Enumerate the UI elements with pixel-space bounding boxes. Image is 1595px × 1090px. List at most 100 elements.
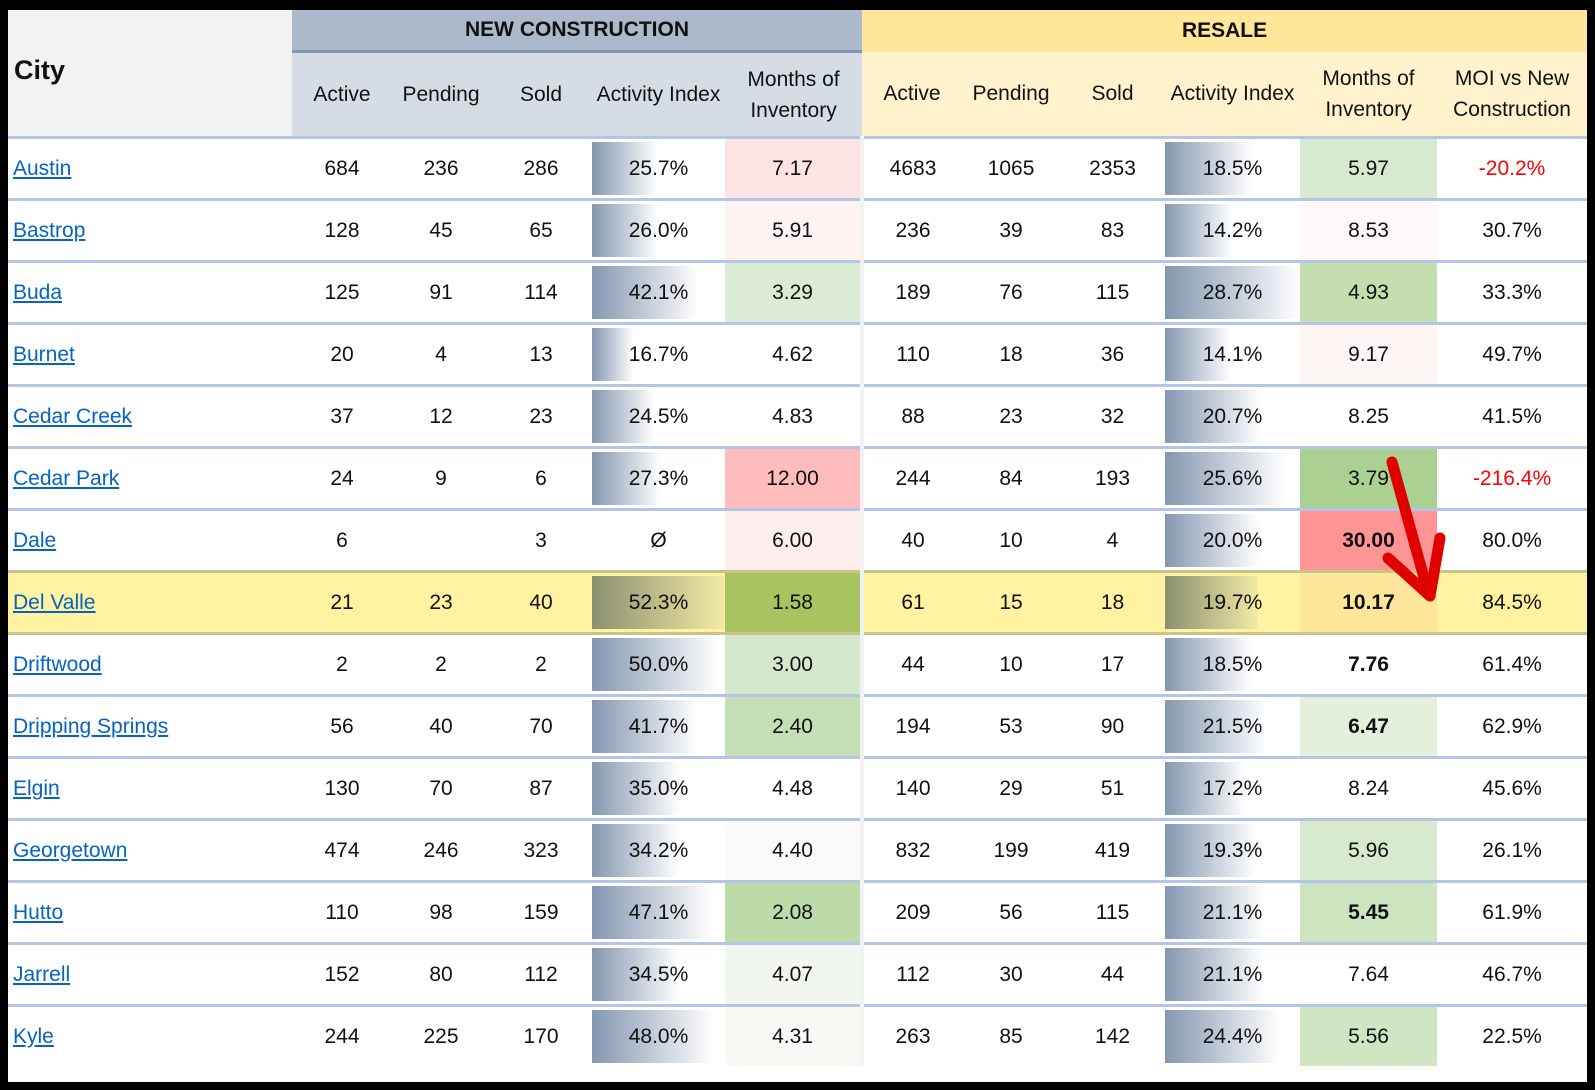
resale-activity-index-cell: 24.4%: [1165, 1004, 1301, 1066]
nc-cell-moi: 6.00: [725, 508, 863, 572]
nc-cell-pending: 40: [392, 694, 490, 758]
city-link[interactable]: Buda: [13, 280, 63, 304]
nc-cell-active: 20: [292, 322, 392, 386]
city-link[interactable]: Elgin: [13, 776, 60, 800]
resale-activity-index: 19.7%: [1202, 590, 1263, 614]
nc-cell-sold: 3: [490, 508, 592, 572]
nc-activity-index: 42.1%: [628, 280, 689, 304]
city-cell: Dripping Springs: [8, 694, 292, 758]
resale-cell-active: 112: [860, 942, 963, 1006]
resale-cell-moi-vs-new: 80.0%: [1437, 508, 1588, 572]
resale-cell-sold: 193: [1060, 446, 1166, 510]
nc-cell-sold: 323: [490, 818, 592, 882]
resale-activity-index-cell: 19.7%: [1165, 570, 1301, 635]
resale-activity-index: 14.2%: [1202, 218, 1263, 242]
resale-cell-sold: 115: [1060, 880, 1166, 944]
nc-cell-sold: 2: [490, 632, 592, 696]
resale-activity-index-cell: 21.1%: [1165, 880, 1301, 944]
resale-cell-sold: 51: [1060, 756, 1166, 820]
resale-cell-moi-vs-new: 22.5%: [1437, 1004, 1588, 1066]
city-link[interactable]: Cedar Creek: [13, 404, 133, 428]
nc-cell-moi: 4.62: [725, 322, 863, 386]
nc-cell-pending: 4: [392, 322, 490, 386]
new-construction-header: NEW CONSTRUCTION: [292, 10, 863, 53]
nc-cell-sold: 114: [490, 260, 592, 324]
city-link[interactable]: Cedar Park: [13, 466, 120, 490]
nc-cell-sold: 286: [490, 136, 592, 200]
city-link[interactable]: Bastrop: [13, 218, 86, 242]
nc-cell-moi: 4.31: [725, 1004, 863, 1066]
table-row: Georgetown 474 246 323 34.2% 4.40 832 199 419 19.…: [8, 818, 1588, 882]
nc-cell-pending: 91: [392, 260, 490, 324]
city-link[interactable]: Hutto: [13, 900, 64, 924]
table-row: Burnet 20 4 13 16.7% 4.62 110 18 36 14.1% 9.17 49.7…: [8, 322, 1588, 386]
city-cell: Cedar Park: [8, 446, 292, 510]
resale-activity-index-cell: 20.7%: [1165, 384, 1301, 448]
city-cell: Dale: [8, 508, 292, 572]
market-table: City NEW CONSTRUCTION RESALE Active Pendi…: [8, 10, 1588, 1066]
table-row: Hutto 110 98 159 47.1% 2.08 209 56 115 21.1% 5.45 6…: [8, 880, 1588, 944]
city-link[interactable]: Jarrell: [13, 962, 71, 986]
resale-activity-bar: [1165, 204, 1232, 257]
resale-activity-bar: [1165, 328, 1232, 381]
nc-col-header: Activity Index: [592, 51, 725, 138]
table-row: Dripping Springs 56 40 70 41.7% 2.40 194 53 90 21…: [8, 694, 1588, 758]
resale-cell-moi-vs-new: 84.5%: [1437, 570, 1588, 635]
nc-activity-index-cell: 35.0%: [592, 756, 725, 820]
nc-cell-moi: 4.40: [725, 818, 863, 882]
resale-cell-moi: 3.79: [1300, 446, 1438, 510]
resale-activity-bar: [1165, 762, 1246, 815]
resale-cell-sold: 142: [1060, 1004, 1166, 1066]
city-link[interactable]: Georgetown: [13, 838, 128, 862]
nc-cell-sold: 112: [490, 942, 592, 1006]
city-link[interactable]: Driftwood: [13, 652, 102, 676]
resale-activity-bar: [1165, 390, 1263, 443]
resale-activity-index: 25.6%: [1202, 466, 1263, 490]
nc-activity-bar: [592, 886, 712, 939]
resale-activity-index-cell: 19.3%: [1165, 818, 1301, 882]
nc-activity-index: 34.2%: [628, 838, 689, 862]
resale-cell-moi: 9.17: [1300, 322, 1438, 386]
city-cell: Cedar Creek: [8, 384, 292, 448]
resale-cell-active: 244: [860, 446, 963, 510]
nc-cell-moi: 4.48: [725, 756, 863, 820]
resale-activity-bar: [1165, 1010, 1280, 1063]
nc-activity-bar: [592, 452, 662, 505]
nc-activity-index-cell: Ø: [592, 508, 725, 572]
nc-activity-index: 34.5%: [628, 962, 689, 986]
resale-col-header: Pending: [962, 51, 1061, 138]
city-link[interactable]: Dale: [13, 528, 57, 552]
resale-col-header: Active: [862, 51, 963, 138]
nc-cell-moi: 3.00: [725, 632, 863, 696]
city-link[interactable]: Burnet: [13, 342, 75, 366]
nc-cell-pending: 236: [392, 136, 490, 200]
resale-cell-moi-vs-new: 30.7%: [1437, 198, 1588, 262]
resale-cell-moi: 5.56: [1300, 1004, 1438, 1066]
resale-header: RESALE: [862, 10, 1588, 52]
resale-cell-moi: 10.17: [1300, 570, 1438, 635]
nc-activity-bar: [592, 762, 681, 815]
nc-cell-moi: 12.00: [725, 446, 863, 510]
nc-activity-index-cell: 27.3%: [592, 446, 725, 510]
resale-cell-pending: 23: [962, 384, 1061, 448]
nc-cell-pending: 23: [392, 570, 490, 635]
resale-cell-moi: 30.00: [1300, 508, 1438, 572]
city-link[interactable]: Del Valle: [13, 590, 96, 614]
city-link[interactable]: Austin: [13, 156, 72, 180]
nc-activity-index-cell: 34.2%: [592, 818, 725, 882]
city-cell: Driftwood: [8, 632, 292, 696]
city-link[interactable]: Dripping Springs: [13, 714, 169, 738]
resale-activity-index: 19.3%: [1202, 838, 1263, 862]
resale-cell-moi: 5.45: [1300, 880, 1438, 944]
resale-cell-moi-vs-new: -216.4%: [1437, 446, 1588, 510]
nc-cell-active: 21: [292, 570, 392, 635]
nc-cell-pending: 225: [392, 1004, 490, 1066]
resale-cell-moi-vs-new: 26.1%: [1437, 818, 1588, 882]
nc-cell-moi: 2.08: [725, 880, 863, 944]
resale-cell-pending: 76: [962, 260, 1061, 324]
nc-activity-index-cell: 24.5%: [592, 384, 725, 448]
city-link[interactable]: Kyle: [13, 1024, 54, 1048]
nc-col-header: Sold: [490, 51, 592, 138]
table-row: Buda 125 91 114 42.1% 3.29 189 76 115 28.7% 4.93 33…: [8, 260, 1588, 324]
resale-activity-index-cell: 21.1%: [1165, 942, 1301, 1006]
